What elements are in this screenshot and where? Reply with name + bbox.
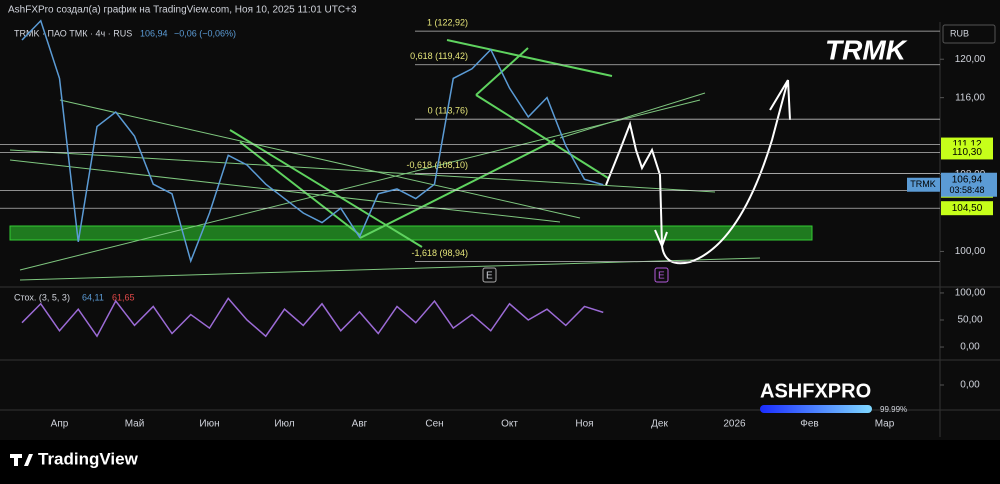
x-tick-label: 2026 bbox=[723, 419, 746, 430]
stoch-line bbox=[21, 297, 604, 338]
x-tick-label: Апр bbox=[51, 419, 69, 430]
x-tick-label: Дек bbox=[651, 419, 668, 430]
symbol-badge-label: TRMK bbox=[910, 179, 936, 189]
fib-label: 1 (122,92) bbox=[427, 18, 468, 28]
x-tick-label: Мар bbox=[875, 419, 895, 430]
x-tick-label: Авг bbox=[352, 419, 368, 430]
y-tick-label: 0,00 bbox=[960, 342, 980, 353]
price-line bbox=[21, 19, 604, 264]
x-tick-label: Ноя bbox=[575, 419, 593, 430]
earnings-box bbox=[482, 267, 497, 283]
y-tick-label: 0,00 bbox=[960, 380, 980, 391]
stoch-k: 64,11 bbox=[82, 292, 104, 302]
forecast-arrow bbox=[605, 79, 791, 265]
support-zone bbox=[9, 225, 813, 241]
x-tick-label: Июл bbox=[274, 419, 294, 430]
last-price-label: 106,94 bbox=[952, 174, 983, 185]
legend-symbol: TRMK · ПАО ТМК · 4ч · RUS bbox=[14, 28, 132, 38]
logo-bar bbox=[760, 405, 872, 413]
legend-price: 106,94 bbox=[140, 28, 168, 38]
earnings-marker: E bbox=[486, 271, 493, 282]
footer-bar bbox=[0, 440, 1000, 484]
currency-box bbox=[942, 24, 996, 44]
countdown: 03:58:48 bbox=[949, 185, 984, 195]
price-badge-label: 111,12 bbox=[952, 139, 982, 150]
earnings-box bbox=[654, 267, 669, 283]
logo: ASHFXPRO bbox=[760, 380, 871, 402]
y-tick-label: 100,00 bbox=[955, 288, 986, 299]
fib-label: 0,618 (119,42) bbox=[410, 51, 468, 61]
stoch-title: Стох. (3, 5, 3) bbox=[14, 292, 70, 302]
earnings-marker: E bbox=[658, 271, 665, 282]
price-badge-label: 104,50 bbox=[952, 203, 983, 214]
stoch-d: 61,65 bbox=[112, 292, 135, 302]
currency: RUB bbox=[950, 28, 969, 38]
x-tick-label: Май bbox=[125, 419, 145, 430]
price-badge-label: 110,30 bbox=[952, 147, 982, 158]
x-tick-label: Окт bbox=[501, 419, 518, 430]
y-tick-label: 116,00 bbox=[955, 92, 985, 103]
footer-logo bbox=[10, 454, 33, 466]
y-tick-label: 100,00 bbox=[955, 246, 986, 257]
price-badge bbox=[941, 201, 993, 216]
fib-label: -1,618 (98,94) bbox=[411, 248, 468, 258]
price-badge bbox=[941, 145, 993, 160]
big-title: TRMK bbox=[825, 34, 908, 65]
x-tick-label: Июн bbox=[199, 419, 219, 430]
symbol-badge bbox=[907, 177, 940, 192]
x-tick-label: Сен bbox=[425, 419, 443, 430]
legend-change: −0,06 (−0,06%) bbox=[174, 28, 236, 38]
x-tick-label: Фев bbox=[800, 419, 818, 430]
y-tick-label: 50,00 bbox=[957, 315, 982, 326]
header: AshFXPro создал(а) график на TradingView… bbox=[8, 4, 357, 16]
last-price-badge bbox=[941, 172, 997, 197]
logo-percent: 99.99% bbox=[880, 405, 907, 414]
y-tick-label: 120,00 bbox=[955, 54, 986, 65]
footer: TradingView bbox=[38, 449, 139, 468]
